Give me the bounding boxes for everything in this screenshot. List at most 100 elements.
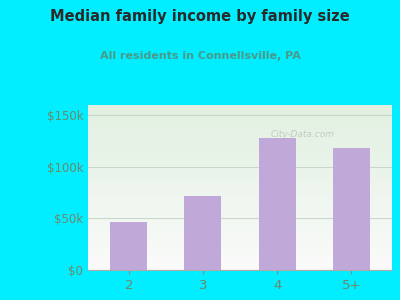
- Bar: [88, 197, 392, 199]
- Bar: [88, 212, 392, 214]
- Bar: [88, 176, 392, 178]
- Bar: [88, 232, 392, 234]
- Bar: [88, 235, 392, 237]
- Bar: [88, 254, 392, 255]
- Bar: [88, 113, 392, 115]
- Bar: [88, 161, 392, 163]
- Bar: [88, 211, 392, 212]
- Bar: [88, 215, 392, 217]
- Bar: [88, 250, 392, 252]
- Bar: [88, 194, 392, 196]
- Bar: [88, 239, 392, 240]
- Bar: [88, 172, 392, 174]
- Bar: [88, 164, 392, 166]
- Bar: [88, 149, 392, 151]
- Bar: [88, 154, 392, 156]
- Bar: [88, 106, 392, 108]
- Bar: [88, 224, 392, 226]
- Bar: [88, 220, 392, 222]
- Bar: [88, 171, 392, 172]
- Bar: [88, 128, 392, 130]
- Bar: [88, 267, 392, 268]
- Bar: [88, 230, 392, 232]
- Bar: [88, 184, 392, 186]
- Bar: [88, 110, 392, 112]
- Bar: [88, 116, 392, 118]
- Bar: [88, 244, 392, 245]
- Bar: [88, 133, 392, 135]
- Bar: [88, 146, 392, 148]
- Bar: [88, 268, 392, 270]
- Bar: [88, 145, 392, 146]
- Bar: [88, 237, 392, 239]
- Bar: [88, 143, 392, 145]
- Bar: [88, 136, 392, 138]
- Bar: [88, 141, 392, 143]
- Bar: [88, 189, 392, 191]
- Bar: [88, 201, 392, 202]
- Bar: [88, 263, 392, 265]
- Bar: [88, 248, 392, 250]
- Bar: [88, 186, 392, 188]
- Bar: [88, 257, 392, 258]
- Bar: [88, 229, 392, 230]
- Bar: [88, 151, 392, 153]
- Bar: [88, 131, 392, 133]
- Bar: [184, 196, 222, 270]
- Bar: [88, 219, 392, 220]
- Bar: [88, 196, 392, 197]
- Bar: [88, 125, 392, 126]
- Text: Median family income by family size: Median family income by family size: [50, 9, 350, 24]
- Bar: [88, 214, 392, 215]
- Bar: [88, 191, 392, 193]
- Bar: [88, 207, 392, 209]
- Bar: [88, 148, 392, 150]
- Bar: [333, 148, 370, 270]
- Bar: [88, 255, 392, 257]
- Bar: [110, 221, 147, 270]
- Bar: [88, 130, 392, 131]
- Bar: [88, 234, 392, 235]
- Bar: [88, 120, 392, 122]
- Bar: [88, 179, 392, 181]
- Bar: [258, 138, 296, 270]
- Bar: [88, 226, 392, 227]
- Bar: [88, 242, 392, 244]
- Bar: [88, 245, 392, 247]
- Bar: [88, 118, 392, 120]
- Bar: [88, 153, 392, 154]
- Bar: [88, 260, 392, 262]
- Bar: [88, 217, 392, 219]
- Bar: [88, 181, 392, 182]
- Bar: [88, 206, 392, 207]
- Bar: [88, 169, 392, 171]
- Bar: [88, 123, 392, 125]
- Bar: [88, 209, 392, 211]
- Bar: [88, 163, 392, 164]
- Bar: [88, 247, 392, 248]
- Bar: [88, 156, 392, 158]
- Bar: [88, 240, 392, 242]
- Bar: [88, 222, 392, 224]
- Bar: [88, 105, 392, 106]
- Bar: [88, 168, 392, 169]
- Bar: [88, 182, 392, 184]
- Bar: [88, 140, 392, 141]
- Bar: [88, 138, 392, 140]
- Bar: [88, 108, 392, 110]
- Bar: [88, 204, 392, 206]
- Bar: [88, 265, 392, 267]
- Bar: [88, 158, 392, 159]
- Bar: [88, 262, 392, 263]
- Bar: [88, 112, 392, 113]
- Bar: [88, 174, 392, 176]
- Bar: [88, 135, 392, 136]
- Bar: [88, 126, 392, 128]
- Text: City-Data.com: City-Data.com: [270, 130, 334, 139]
- Text: All residents in Connellsville, PA: All residents in Connellsville, PA: [100, 51, 300, 61]
- Bar: [88, 166, 392, 168]
- Bar: [88, 227, 392, 229]
- Bar: [88, 193, 392, 194]
- Bar: [88, 115, 392, 116]
- Bar: [88, 259, 392, 260]
